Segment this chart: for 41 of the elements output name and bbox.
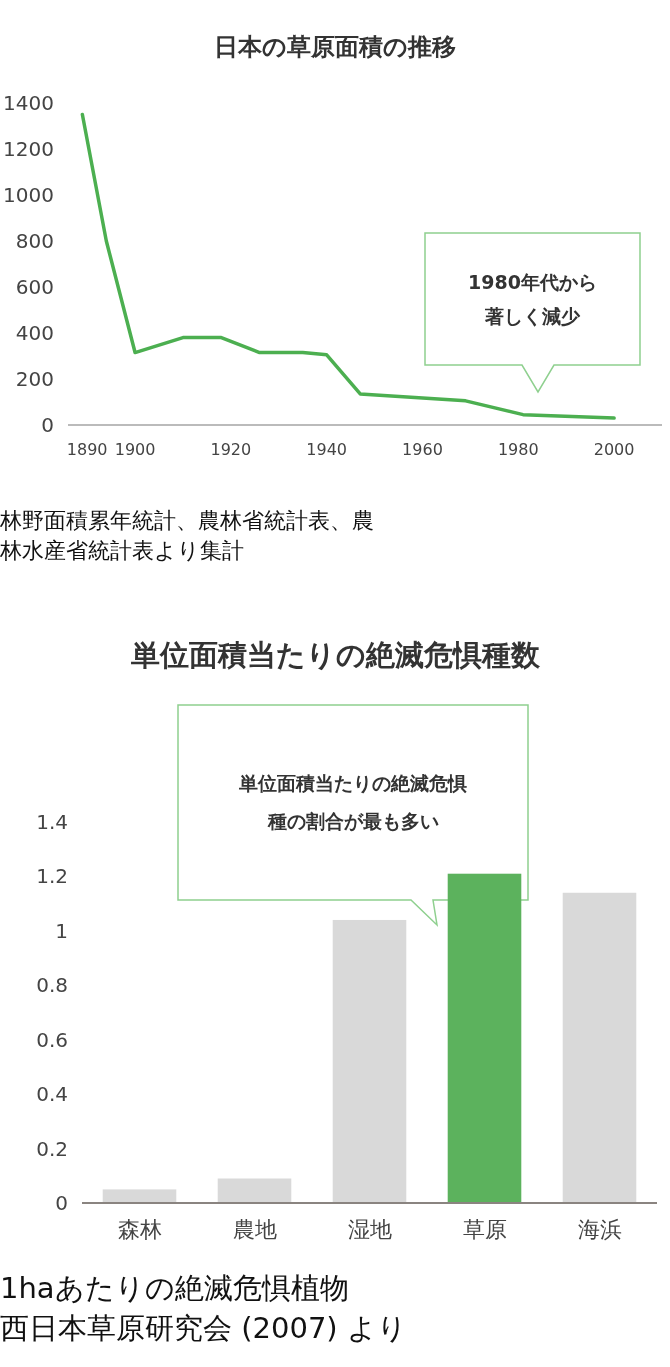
- y-tick-label: 1000: [3, 183, 54, 207]
- x-tick-label: 2000: [593, 440, 635, 459]
- x-tick-label: 農地: [232, 1217, 277, 1242]
- bar: [562, 892, 637, 1203]
- annotation: 1980年代から著しく減少: [468, 270, 597, 327]
- y-tick-label: 0.8: [36, 973, 68, 998]
- x-tick-label: 1940: [306, 440, 348, 459]
- y-tick-label: 400: [15, 321, 54, 345]
- bar: [217, 1178, 292, 1203]
- y-tick-label: 800: [15, 229, 54, 253]
- bar: [447, 873, 522, 1203]
- y-tick-label: 0.4: [36, 1082, 68, 1107]
- y-tick-label: 1.2: [36, 864, 68, 889]
- x-tick-label: 湿地: [347, 1217, 392, 1242]
- line-series: [80, 112, 616, 420]
- y-tick-label: 0.6: [36, 1027, 68, 1052]
- bar: [102, 1189, 177, 1203]
- text: 1haあたりの絶滅危惧植物: [0, 1271, 349, 1305]
- x-tick-label: 1960: [402, 440, 443, 459]
- chart-title: 単位面積当たりの絶滅危惧種数: [129, 638, 541, 672]
- y-tick-label: 1.4: [36, 810, 68, 834]
- y-tick-label: 1200: [3, 137, 54, 161]
- y-tick-label: 1: [55, 918, 68, 943]
- x-tick-label: 森林: [117, 1217, 162, 1242]
- bar: [332, 919, 407, 1203]
- y-tick-label: 600: [15, 275, 54, 299]
- x-tick-label: 1900: [114, 440, 156, 459]
- x-tick-label: 1980: [497, 440, 539, 459]
- x-tick-label: 1920: [210, 440, 252, 459]
- y-tick-label: 0: [55, 1191, 68, 1215]
- y-tick-label: 200: [15, 367, 54, 391]
- text: 林野面積累年統計、農林省統計表、農林水産省統計表より集計: [0, 508, 374, 563]
- x-tick-label: 1890: [66, 440, 108, 459]
- y-tick-label: 0: [41, 413, 54, 437]
- chart-title: 日本の草原面積の推移: [214, 33, 456, 61]
- annotation: 単位面積当たりの絶滅危惧種の割合が最も多い: [238, 772, 467, 833]
- x-tick-label: 草原: [462, 1217, 507, 1242]
- y-tick-label: 1400: [3, 91, 54, 115]
- y-tick-label: 0.2: [36, 1136, 68, 1161]
- x-tick-label: 海浜: [577, 1217, 622, 1242]
- text: 西日本草原研究会 (2007) より: [0, 1311, 407, 1345]
